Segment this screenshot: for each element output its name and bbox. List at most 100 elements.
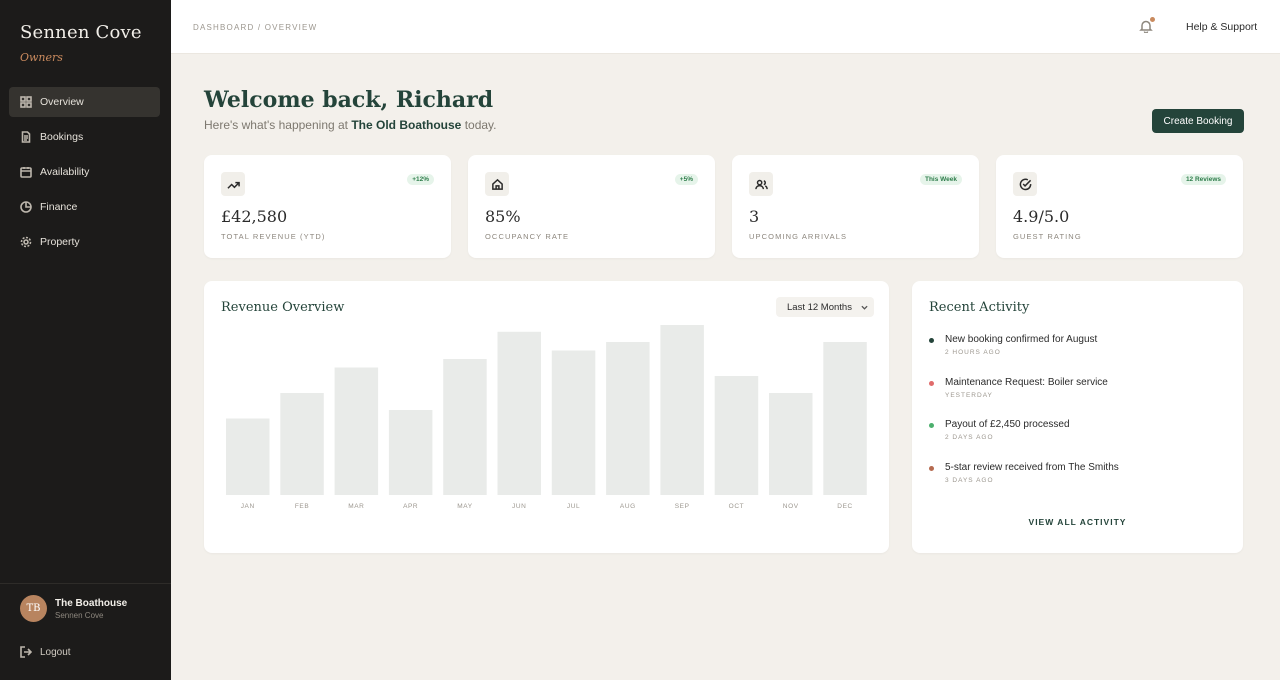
notifications-button[interactable] bbox=[1139, 17, 1155, 34]
sidebar-item-label: Availability bbox=[40, 166, 90, 178]
bar-sep bbox=[660, 325, 704, 495]
activity-title: Recent Activity bbox=[929, 300, 1030, 315]
activity-text: Payout of £2,450 processed bbox=[945, 419, 1070, 430]
activity-time: YESTERDAY bbox=[945, 392, 993, 399]
x-tick-label: JAN bbox=[241, 503, 255, 510]
sidebar-item-label: Bookings bbox=[40, 131, 84, 143]
trending-up-icon bbox=[221, 172, 245, 196]
x-tick-label: DEC bbox=[837, 503, 853, 510]
subtitle-prefix: Here's what's happening at bbox=[204, 118, 352, 132]
x-tick-label: AUG bbox=[620, 503, 636, 510]
sidebar-item-bookings[interactable]: Bookings bbox=[9, 122, 160, 152]
sidebar-item-label: Finance bbox=[40, 201, 78, 213]
status-dot bbox=[929, 423, 934, 428]
logout-label: Logout bbox=[40, 646, 71, 658]
calendar-icon bbox=[20, 167, 32, 178]
bar-nov bbox=[769, 393, 813, 495]
document-icon bbox=[21, 131, 31, 143]
logout-icon bbox=[20, 646, 32, 658]
activity-time: 2 DAYS AGO bbox=[945, 434, 994, 441]
subtitle-suffix: today. bbox=[461, 118, 497, 132]
x-tick-label: JUN bbox=[512, 503, 526, 510]
x-tick-label: JUL bbox=[567, 503, 580, 510]
activity-text: Maintenance Request: Boiler service bbox=[945, 377, 1108, 388]
view-all-activity-link[interactable]: VIEW ALL ACTIVITY bbox=[1028, 517, 1127, 527]
stat-badge: +5% bbox=[674, 174, 698, 185]
activity-card: Recent Activity New booking confirmed fo… bbox=[912, 281, 1243, 553]
stat-value: £42,580 bbox=[221, 207, 288, 226]
sidebar-nav: Overview Bookings Availability Finance P… bbox=[9, 87, 160, 262]
stat-value: 4.9/5.0 bbox=[1013, 207, 1070, 226]
x-tick-label: OCT bbox=[729, 503, 745, 510]
bar-oct bbox=[714, 376, 759, 495]
x-tick-label: MAR bbox=[348, 503, 364, 510]
stat-badge: +12% bbox=[407, 174, 434, 185]
status-dot bbox=[929, 466, 934, 471]
sidebar-item-overview[interactable]: Overview bbox=[9, 87, 160, 117]
activity-time: 2 HOURS AGO bbox=[945, 349, 1001, 356]
bar-mar bbox=[334, 367, 379, 495]
activity-time: 3 DAYS AGO bbox=[945, 477, 994, 484]
property-name: The Old Boathouse bbox=[351, 118, 462, 132]
chevron-down-icon bbox=[861, 305, 868, 310]
help-support-link[interactable]: Help & Support bbox=[1186, 21, 1258, 33]
page-subtitle: Here's what's happening at The Old Boath… bbox=[204, 118, 497, 132]
stat-value: 3 bbox=[749, 207, 760, 226]
users-icon bbox=[749, 172, 773, 196]
stat-badge: 12 Reviews bbox=[1180, 174, 1226, 185]
status-dot bbox=[929, 381, 934, 386]
activity-text: New booking confirmed for August bbox=[945, 334, 1098, 345]
user-location: Sennen Cove bbox=[55, 610, 104, 620]
sidebar-item-availability[interactable]: Availability bbox=[9, 157, 160, 187]
stat-card-arrivals: This Week 3 UPCOMING ARRIVALS bbox=[732, 155, 979, 258]
x-tick-label: NOV bbox=[783, 503, 799, 510]
status-dot bbox=[929, 338, 934, 343]
brand-title: Sennen Cove bbox=[20, 22, 142, 43]
range-dropdown[interactable]: Last 12 Months bbox=[776, 297, 874, 317]
page-title: Welcome back, Richard bbox=[204, 87, 494, 113]
breadcrumb: DASHBOARD / OVERVIEW bbox=[193, 23, 318, 32]
revenue-title: Revenue Overview bbox=[221, 300, 345, 315]
bar-jul bbox=[551, 350, 596, 495]
top-bar: DASHBOARD / OVERVIEW Help & Support bbox=[171, 0, 1280, 54]
sidebar-item-property[interactable]: Property bbox=[9, 227, 160, 257]
x-tick-label: APR bbox=[403, 503, 418, 510]
stat-card-rating: 12 Reviews 4.9/5.0 GUEST RATING bbox=[996, 155, 1243, 258]
user-name: The Boathouse bbox=[55, 597, 128, 609]
stat-label: GUEST RATING bbox=[1013, 232, 1082, 241]
stat-badge: This Week bbox=[919, 174, 962, 185]
bar-may bbox=[443, 359, 487, 495]
gear-icon bbox=[20, 236, 32, 248]
x-tick-label: FEB bbox=[295, 503, 309, 510]
stat-card-revenue: +12% £42,580 TOTAL REVENUE (YTD) bbox=[204, 155, 451, 258]
logout-button[interactable]: Logout bbox=[20, 646, 71, 658]
activity-text: 5-star review received from The Smiths bbox=[945, 462, 1119, 473]
sidebar-item-label: Overview bbox=[40, 96, 84, 108]
bar-jun bbox=[497, 331, 541, 495]
home-icon bbox=[485, 172, 509, 196]
bar-feb bbox=[280, 393, 324, 495]
sidebar: Sennen Cove Owners Overview Bookings Ava… bbox=[0, 0, 171, 680]
avatar: TB bbox=[20, 595, 47, 622]
sidebar-item-label: Property bbox=[40, 236, 80, 248]
stat-label: TOTAL REVENUE (YTD) bbox=[221, 232, 326, 241]
sidebar-item-finance[interactable]: Finance bbox=[9, 192, 160, 222]
sidebar-divider bbox=[0, 583, 171, 584]
check-circle-icon bbox=[1013, 172, 1037, 196]
bar-aug bbox=[606, 342, 650, 495]
stat-label: OCCUPANCY RATE bbox=[485, 232, 570, 241]
range-value: Last 12 Months bbox=[787, 301, 852, 313]
stat-card-occupancy: +5% 85% OCCUPANCY RATE bbox=[468, 155, 715, 258]
bell-icon bbox=[1139, 20, 1153, 34]
x-tick-label: SEP bbox=[675, 503, 690, 510]
bar-dec bbox=[823, 342, 867, 495]
bar-jan bbox=[226, 418, 270, 495]
create-booking-button[interactable]: Create Booking bbox=[1152, 109, 1244, 133]
revenue-card: JAN FEB MAR APR MAY JUN JUL AUG SEP OCT NOV DEC Rev… bbox=[204, 281, 889, 553]
x-tick-label: MAY bbox=[457, 503, 472, 510]
notification-dot bbox=[1150, 17, 1155, 22]
user-profile[interactable]: TB The Boathouse Sennen Cove bbox=[20, 595, 127, 622]
revenue-bar-chart: JAN FEB MAR APR MAY JUN JUL AUG SEP OCT NOV DEC bbox=[226, 325, 867, 510]
grid-icon bbox=[20, 96, 32, 108]
stat-value: 85% bbox=[485, 207, 521, 226]
